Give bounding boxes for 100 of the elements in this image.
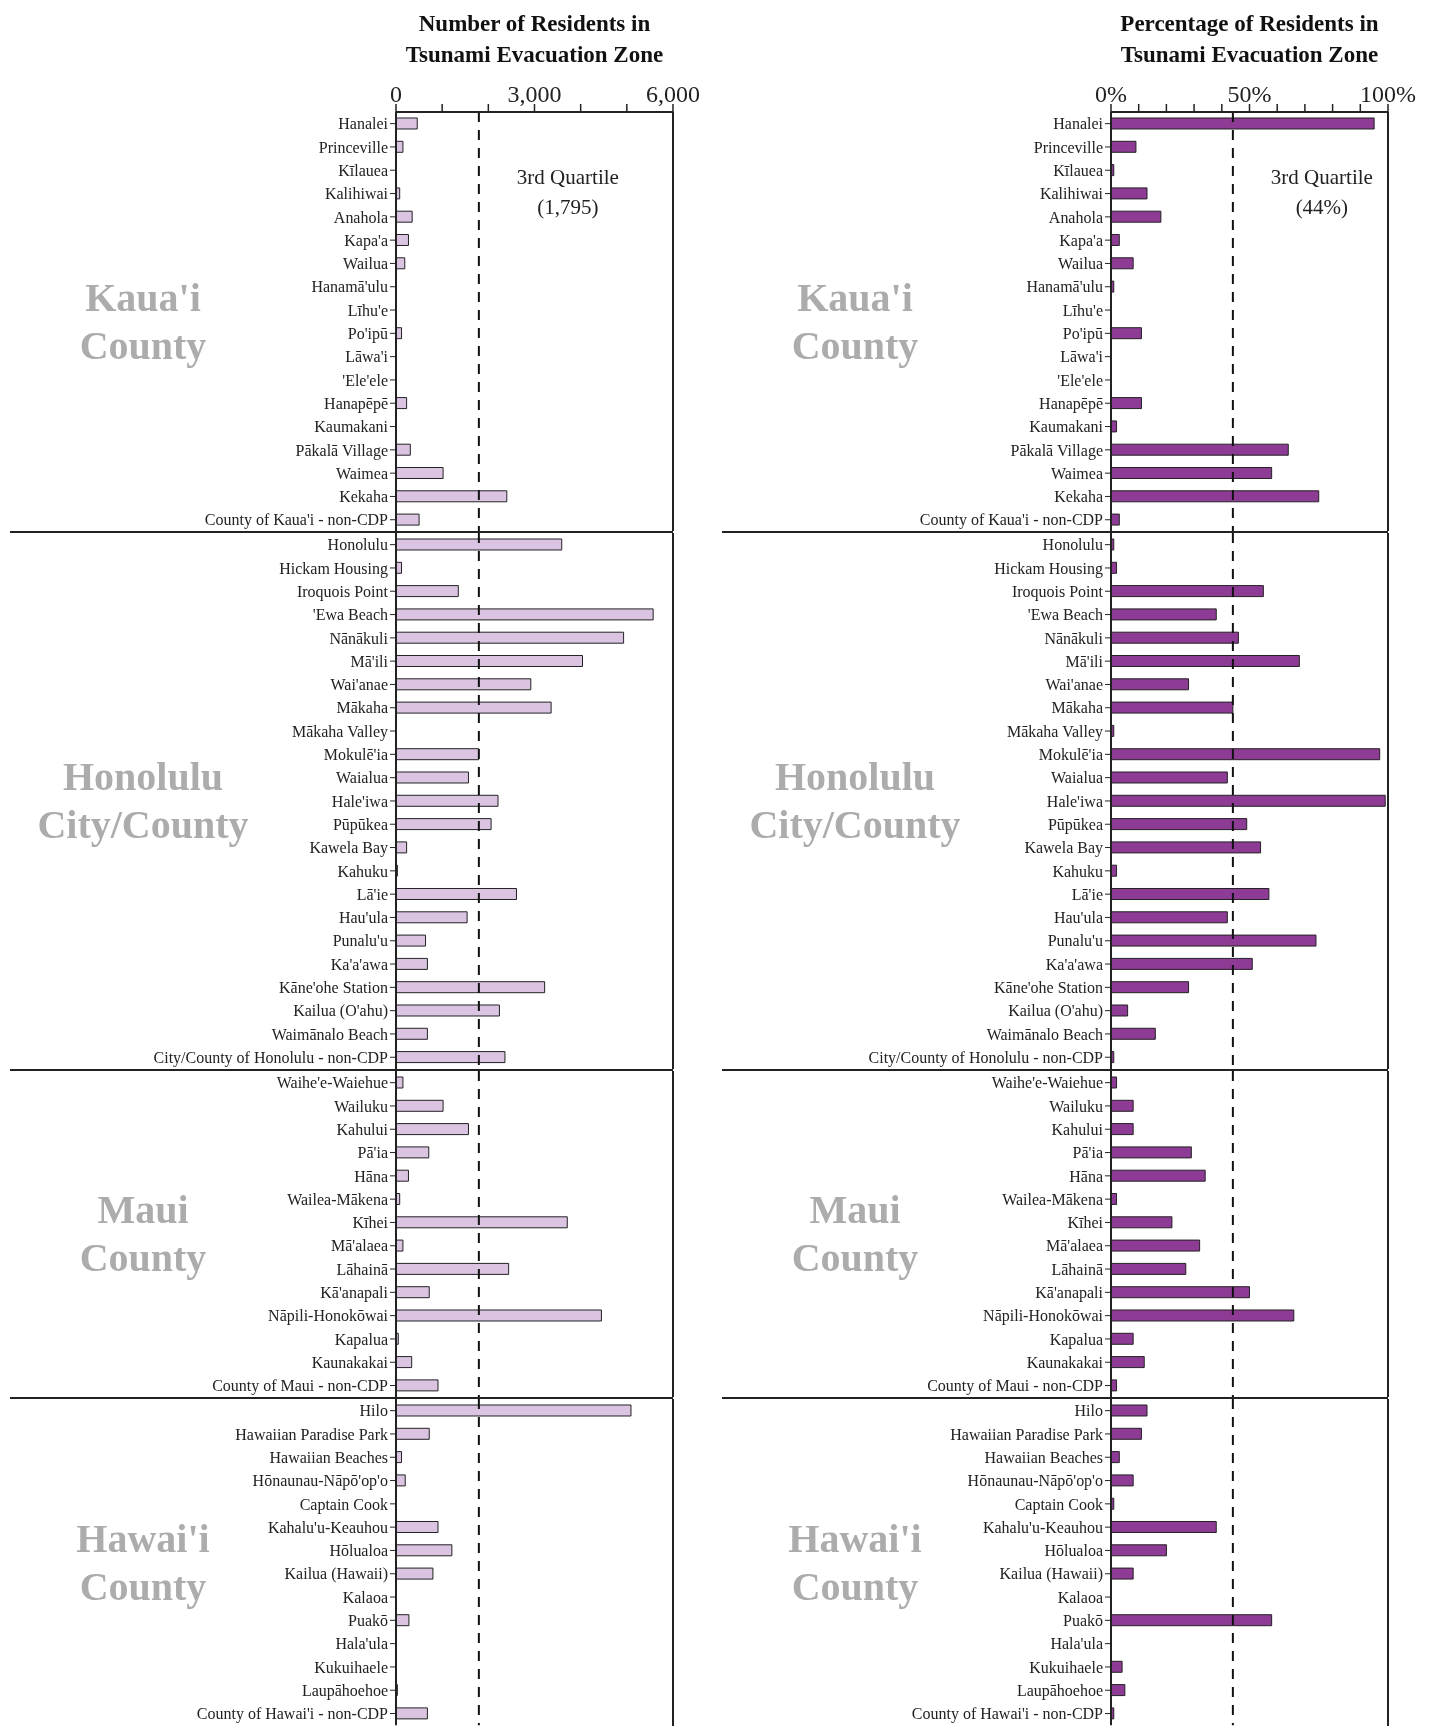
y-tick-label: Mākaha Valley	[1006, 723, 1103, 742]
text: Hawai'i County	[75, 1514, 211, 1611]
y-tick-label: Anahola	[1048, 208, 1103, 226]
y-tick-label: City/County of Honolulu - non-CDP	[868, 1049, 1104, 1068]
y-tick-label: Wailuku	[334, 1097, 388, 1115]
x-tick-label: 3,000	[507, 81, 562, 107]
y-tick-label: Hōnaunau-Nāpō'op'o	[967, 1472, 1103, 1491]
y-tick-label: County of Kaua'i - non-CDP	[919, 511, 1104, 530]
y-tick-label: Kailua (Hawaii)	[999, 1565, 1103, 1584]
y-tick-label: Wailua	[1058, 255, 1103, 273]
chart-title: Percentage of Residents in Tsunami Evacuation Zone	[1119, 10, 1380, 69]
text: Maui County	[790, 1186, 920, 1283]
y-tick-label: Kapalua	[1049, 1330, 1103, 1349]
x-tick-label: 0	[390, 81, 402, 107]
y-tick-label: Laupāhoehoe	[1016, 1682, 1103, 1701]
x-tick-label: 50%	[1227, 81, 1272, 107]
y-tick-label: Kahului	[1051, 1121, 1104, 1139]
y-tick-label: Punalu'u	[1047, 932, 1103, 950]
y-tick-label: Hawaiian Beaches	[984, 1449, 1103, 1467]
y-tick-label: Kawela Bay	[309, 839, 388, 858]
y-tick-label: Waimea	[1051, 464, 1103, 482]
y-tick-label: Waialua	[1051, 769, 1103, 787]
y-tick-label: Kahului	[336, 1121, 389, 1139]
y-tick-label: Hāna	[354, 1167, 388, 1185]
y-tick-label: Pā'ia	[1072, 1144, 1103, 1162]
y-tick-label: 'Ele'ele	[342, 371, 388, 389]
y-tick-label: Kā'anapali	[320, 1284, 389, 1303]
y-tick-label: 'Ewa Beach	[312, 606, 388, 624]
y-tick-label: Hawaiian Paradise Park	[950, 1426, 1104, 1444]
y-tick-label: Captain Cook	[1014, 1495, 1103, 1514]
text: Kaua'i County	[78, 273, 208, 370]
y-tick-label: Hickam Housing	[279, 560, 388, 579]
y-tick-label: Hilo	[1074, 1402, 1103, 1420]
y-tick-label: Iroquois Point	[296, 583, 389, 602]
y-tick-label: Hōlualoa	[1044, 1542, 1103, 1560]
y-tick-label: Waimānalo Beach	[271, 1026, 388, 1044]
y-tick-label: Kīhei	[1067, 1214, 1104, 1232]
y-tick-label: Ka'a'awa	[330, 956, 388, 974]
y-tick-label: Hau'ula	[338, 909, 388, 927]
y-tick-label: Hāna	[1069, 1167, 1103, 1185]
y-tick-label: Waihe'e-Waiehue	[276, 1074, 388, 1092]
y-tick-label: Lāwa'i	[1060, 348, 1104, 366]
y-tick-label: Kalihiwai	[324, 185, 389, 203]
y-tick-label: Hanapēpē	[1039, 394, 1103, 413]
y-tick-label: Līhu'e	[347, 301, 388, 319]
y-tick-label: Hau'ula	[1053, 909, 1103, 927]
y-tick-label: Anahola	[333, 208, 388, 226]
y-tick-label: Hala'ula	[335, 1635, 388, 1653]
y-tick-label: Kahalu'u-Keauhou	[982, 1519, 1103, 1537]
x-tick-label: 0%	[1095, 81, 1127, 107]
y-tick-label: County of Maui - non-CDP	[212, 1377, 389, 1396]
y-tick-label: Princeville	[1033, 138, 1103, 156]
y-tick-label: Kalaoa	[342, 1589, 388, 1607]
y-tick-label: Lā'ie	[356, 886, 388, 904]
y-tick-label: 'Ele'ele	[1057, 371, 1103, 389]
y-tick-label: Pākalā Village	[295, 441, 388, 460]
y-tick-label: Hawaiian Beaches	[269, 1449, 388, 1467]
y-tick-label: Kahuku	[337, 862, 388, 880]
y-tick-label: Wailua	[343, 255, 388, 273]
y-tick-label: Kahalu'u-Keauhou	[267, 1519, 388, 1537]
text: Honolulu City/County	[36, 753, 250, 850]
y-tick-label: City/County of Honolulu - non-CDP	[153, 1049, 389, 1068]
y-tick-label: Captain Cook	[299, 1495, 388, 1514]
y-tick-label: Kukuihaele	[314, 1659, 388, 1677]
y-tick-label: Kīlauea	[1053, 161, 1103, 179]
y-tick-label: Waihe'e-Waiehue	[991, 1074, 1103, 1092]
y-tick-label: Nāpili-Honokōwai	[983, 1307, 1104, 1326]
y-tick-label: Po'ipū	[1062, 325, 1104, 344]
y-tick-label: Honolulu	[327, 536, 388, 554]
y-tick-label: Kekaha	[339, 488, 388, 506]
y-tick-label: Nāpili-Honokōwai	[268, 1307, 389, 1326]
y-tick-label: Wai'anae	[1045, 676, 1103, 694]
y-tick-label: Hanapēpē	[324, 394, 388, 413]
y-tick-label: Kaunakakai	[311, 1354, 389, 1372]
y-tick-label: County of Hawai'i - non-CDP	[911, 1705, 1104, 1724]
y-tick-label: Kailua (O'ahu)	[293, 1002, 388, 1021]
text: Honolulu City/County	[748, 753, 962, 850]
y-tick-label: Wailea-Mākena	[1002, 1191, 1103, 1209]
y-tick-label: Mokulē'ia	[1038, 746, 1103, 764]
y-tick-label: Kīhei	[352, 1214, 389, 1232]
chart-title: Number of Residents in Tsunami Evacuation Zone	[404, 10, 665, 69]
y-tick-label: Kailua (O'ahu)	[1008, 1002, 1103, 1021]
y-tick-label: Ka'a'awa	[1045, 956, 1103, 974]
y-tick-label: Hōlualoa	[329, 1542, 388, 1560]
y-tick-label: Hanamā'ulu	[1026, 278, 1103, 296]
text: Kaua'i County	[790, 273, 920, 370]
y-tick-label: 'Ewa Beach	[1027, 606, 1103, 624]
y-tick-label: Mā'ili	[1065, 653, 1104, 671]
y-tick-label: Kalihiwai	[1039, 185, 1104, 203]
y-tick-label: Mā'alaea	[1045, 1237, 1103, 1255]
y-tick-label: County of Hawai'i - non-CDP	[196, 1705, 389, 1724]
y-tick-label: Wailuku	[1049, 1097, 1103, 1115]
y-tick-label: Hala'ula	[1050, 1635, 1103, 1653]
y-tick-label: Lāhainā	[1051, 1261, 1103, 1278]
y-tick-label: Hanalei	[338, 115, 389, 133]
y-tick-label: Kā'anapali	[1035, 1284, 1104, 1303]
y-tick-label: Princeville	[318, 138, 388, 156]
y-tick-label: Kalaoa	[1057, 1589, 1103, 1607]
y-tick-label: Kapalua	[334, 1330, 388, 1349]
y-tick-label: Kīlauea	[338, 161, 388, 179]
